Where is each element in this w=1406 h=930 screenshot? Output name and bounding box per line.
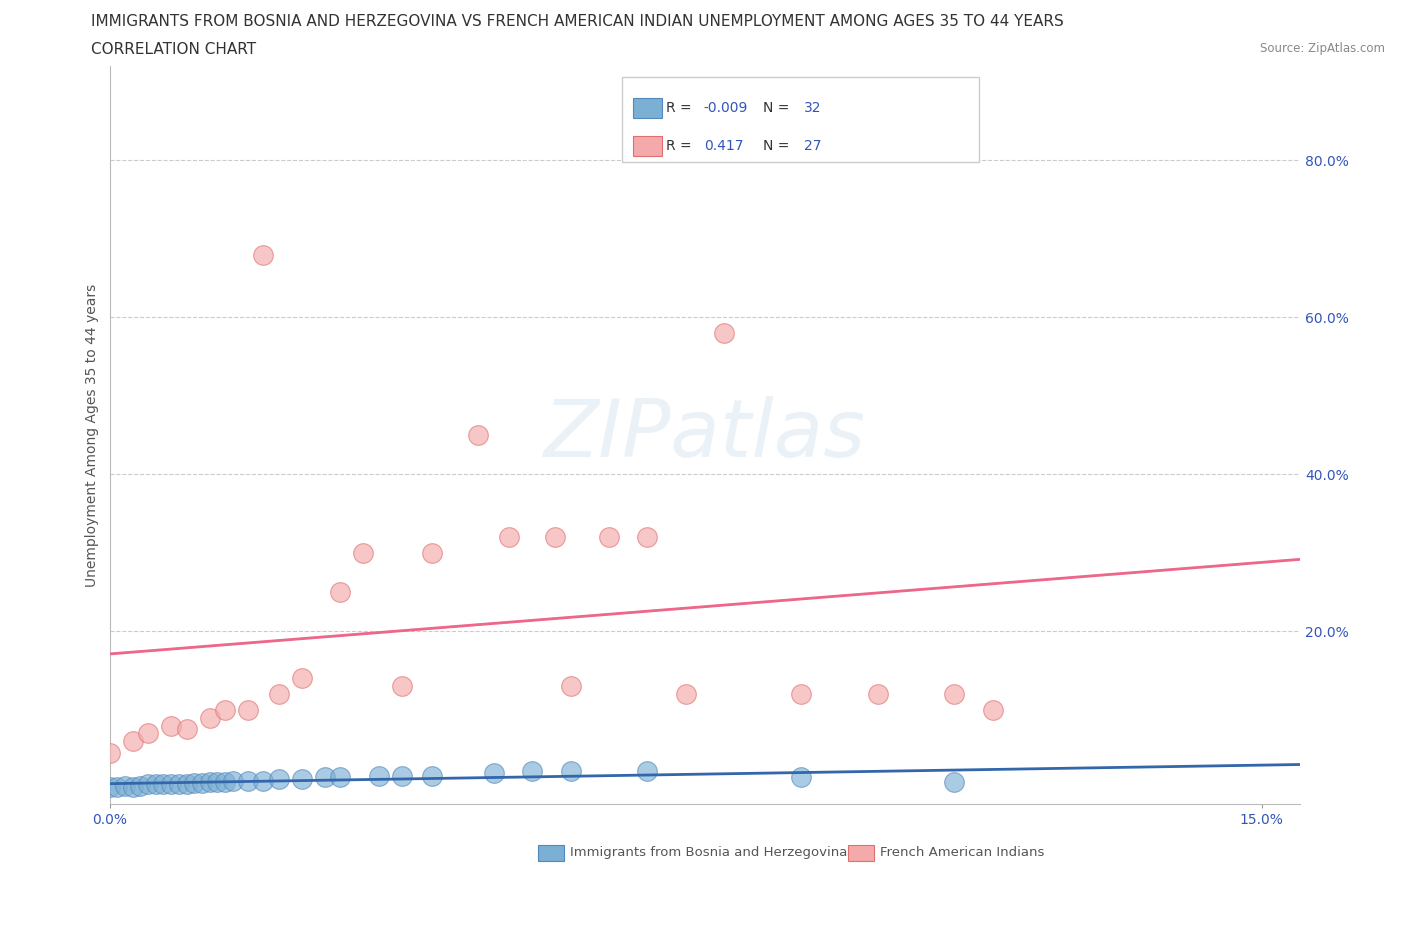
Point	[943, 775, 966, 790]
Point	[121, 779, 143, 794]
Point	[183, 776, 205, 790]
Point	[221, 774, 243, 789]
Point	[467, 428, 489, 443]
Point	[520, 764, 543, 778]
Point	[167, 777, 190, 791]
Point	[176, 777, 198, 791]
Point	[790, 686, 813, 701]
Point	[498, 530, 520, 545]
Point	[314, 770, 336, 785]
Point	[675, 686, 697, 701]
Point	[329, 585, 352, 600]
Point	[145, 777, 167, 791]
Point	[236, 773, 259, 788]
Point	[544, 530, 567, 545]
Point	[191, 776, 214, 790]
Point	[713, 326, 735, 340]
Point	[198, 775, 221, 790]
Point	[214, 702, 236, 717]
Point	[560, 679, 582, 694]
Point	[420, 545, 443, 560]
Text: CORRELATION CHART: CORRELATION CHART	[91, 42, 256, 57]
Point	[98, 779, 121, 794]
Point	[252, 773, 274, 788]
Point	[981, 702, 1004, 717]
Text: N =: N =	[763, 140, 794, 153]
Point	[560, 764, 582, 778]
Text: 27: 27	[804, 140, 821, 153]
Point	[391, 679, 413, 694]
Text: -0.009: -0.009	[704, 100, 748, 114]
Point	[267, 772, 290, 787]
Point	[136, 777, 159, 791]
Point	[352, 545, 374, 560]
Text: R =: R =	[665, 140, 696, 153]
Point	[636, 530, 658, 545]
Text: French American Indians: French American Indians	[880, 845, 1045, 858]
FancyBboxPatch shape	[848, 844, 875, 861]
Point	[598, 530, 620, 545]
Point	[482, 765, 505, 780]
Point	[866, 686, 889, 701]
Text: N =: N =	[763, 100, 794, 114]
Text: ZIPatlas: ZIPatlas	[544, 396, 866, 474]
FancyBboxPatch shape	[634, 98, 662, 118]
Point	[214, 775, 236, 790]
Point	[160, 718, 183, 733]
Point	[105, 779, 128, 794]
Point	[943, 686, 966, 701]
FancyBboxPatch shape	[634, 137, 662, 156]
Text: 0.417: 0.417	[704, 140, 744, 153]
FancyBboxPatch shape	[538, 844, 564, 861]
Point	[329, 770, 352, 785]
Text: Source: ZipAtlas.com: Source: ZipAtlas.com	[1260, 42, 1385, 55]
Point	[636, 764, 658, 778]
Point	[291, 671, 314, 686]
Point	[252, 247, 274, 262]
Point	[790, 769, 813, 784]
Text: 32: 32	[804, 100, 821, 114]
Y-axis label: Unemployment Among Ages 35 to 44 years: Unemployment Among Ages 35 to 44 years	[86, 284, 100, 587]
Point	[160, 777, 183, 791]
Point	[129, 778, 152, 793]
Point	[291, 772, 314, 787]
Text: IMMIGRANTS FROM BOSNIA AND HERZEGOVINA VS FRENCH AMERICAN INDIAN UNEMPLOYMENT AM: IMMIGRANTS FROM BOSNIA AND HERZEGOVINA V…	[91, 14, 1064, 29]
Point	[391, 768, 413, 783]
Point	[114, 778, 136, 793]
Point	[121, 734, 143, 749]
Point	[152, 777, 174, 791]
Point	[136, 726, 159, 741]
Point	[207, 775, 229, 790]
Point	[367, 768, 389, 783]
Point	[198, 711, 221, 725]
Point	[176, 722, 198, 737]
Point	[420, 768, 443, 783]
FancyBboxPatch shape	[621, 77, 979, 162]
Text: R =: R =	[665, 100, 696, 114]
Point	[98, 746, 121, 761]
Point	[236, 702, 259, 717]
Point	[267, 686, 290, 701]
Text: Immigrants from Bosnia and Herzegovina: Immigrants from Bosnia and Herzegovina	[571, 845, 848, 858]
